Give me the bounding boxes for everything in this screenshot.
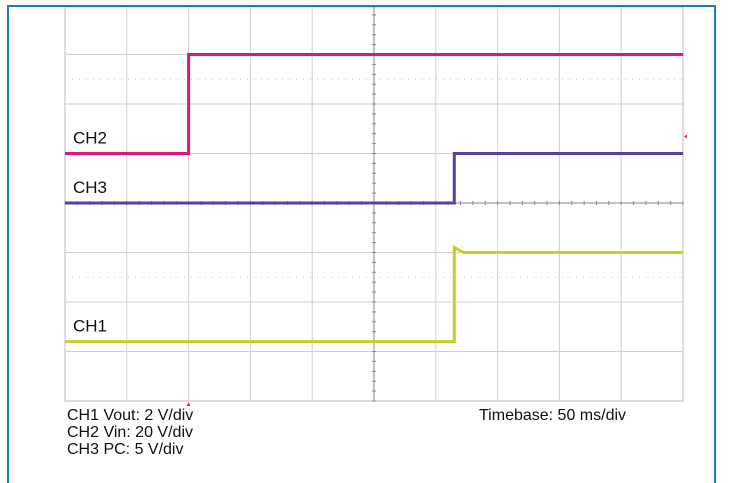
caption-ch2: CH2 Vin: 20 V/div: [67, 424, 193, 441]
traces: [65, 53, 683, 344]
figure-frame: CH2 CH3 CH1 CH1 Vout: 2 V/div CH2 Vin: 20 …: [7, 5, 716, 483]
caption-ch1: CH1 Vout: 2 V/div: [67, 407, 194, 424]
trace-ch2: [65, 53, 683, 155]
trigger-level-marker: [684, 134, 687, 139]
channel-labels: CH2 CH3 CH1: [73, 129, 107, 336]
label-ch2: CH2: [73, 129, 107, 148]
caption-timebase: Timebase: 50 ms/div: [479, 407, 627, 424]
label-ch3: CH3: [73, 178, 107, 197]
trigger-position-marker: [186, 402, 191, 406]
trace-ch1: [65, 244, 683, 344]
trace-ch3: [65, 152, 683, 205]
oscilloscope-chart: CH2 CH3 CH1: [64, 7, 687, 406]
caption-ch3: CH3 PC: 5 V/div: [67, 441, 184, 458]
label-ch1: CH1: [73, 317, 107, 336]
trigger-markers: [186, 134, 687, 406]
